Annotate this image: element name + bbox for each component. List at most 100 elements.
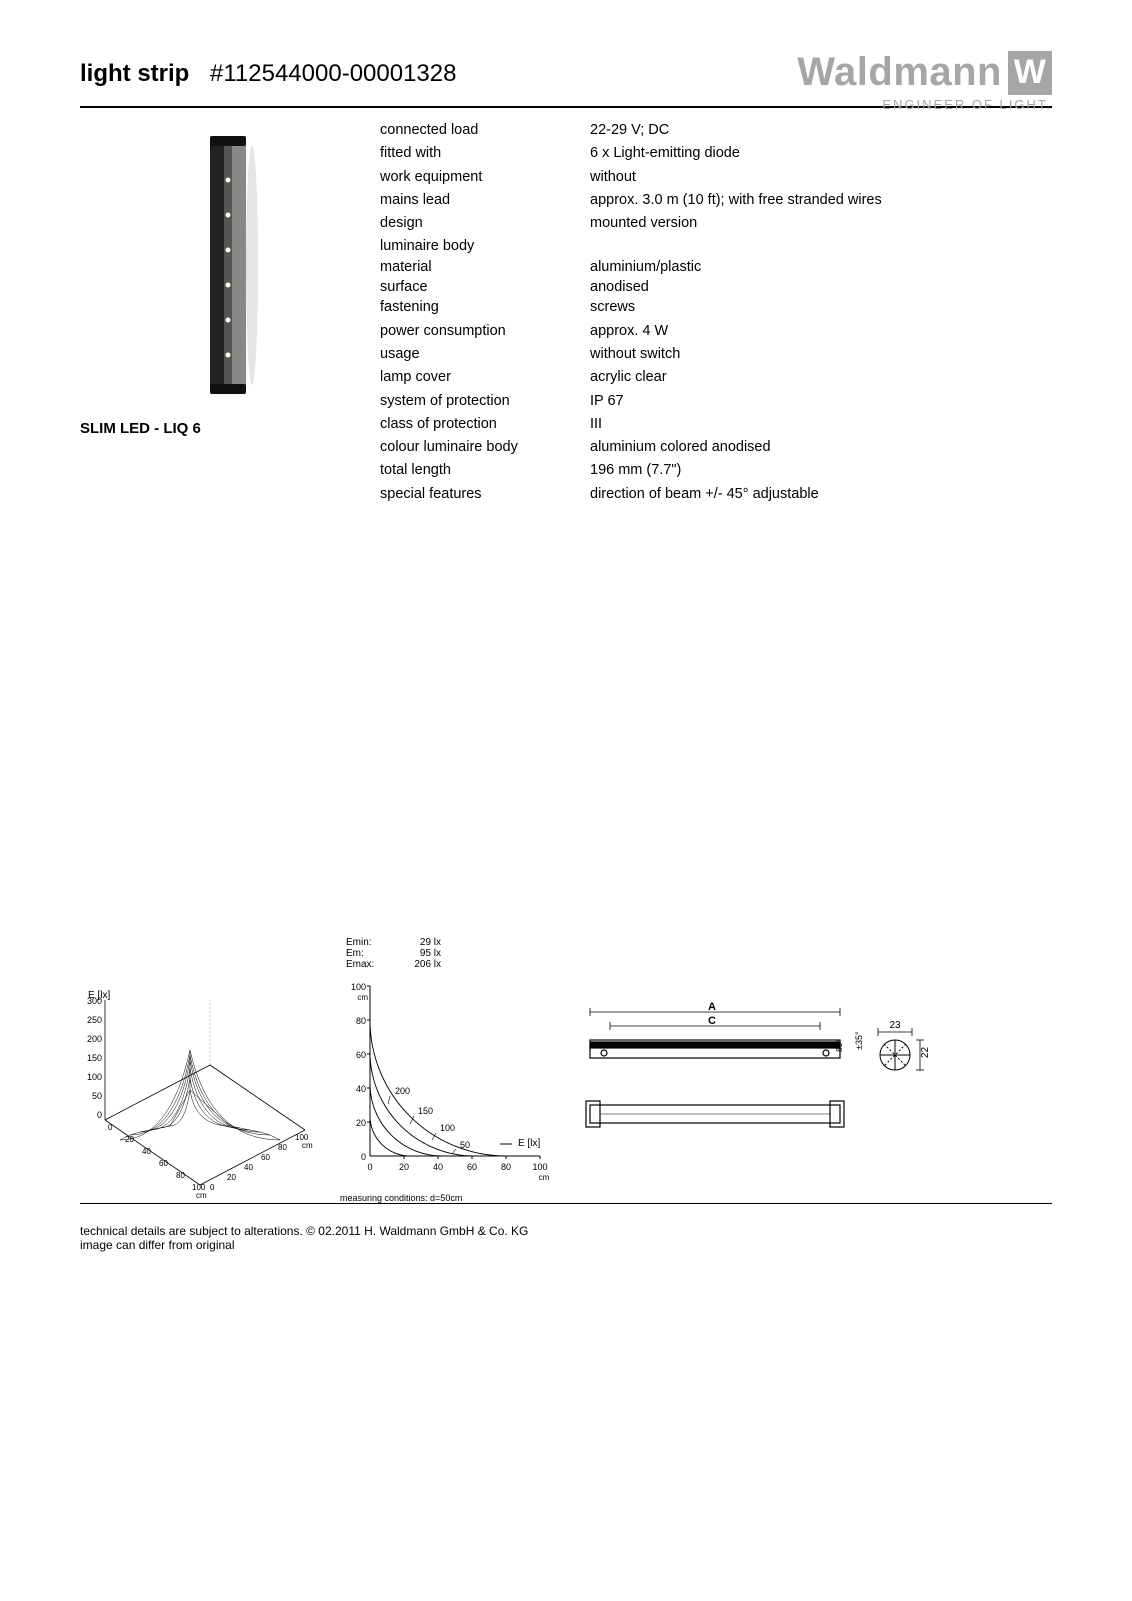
em-value: 95 lx: [420, 948, 441, 959]
spec-label: surface: [380, 277, 590, 297]
emax-value: 206 lx: [414, 959, 441, 970]
svg-text:150: 150: [87, 1053, 102, 1063]
spec-value: III: [590, 414, 1052, 434]
svg-text:20: 20: [125, 1135, 134, 1144]
svg-text:40: 40: [356, 1084, 366, 1094]
chart-3d-ylabel: E [lx]: [88, 990, 110, 1001]
svg-text:60: 60: [467, 1162, 477, 1172]
spec-row: class of protectionIII: [380, 414, 1052, 434]
svg-text:0: 0: [97, 1110, 102, 1120]
emin-label: Emin:: [346, 937, 372, 948]
spec-label: system of protection: [380, 391, 590, 411]
brand-tagline: ENGINEER OF LIGHT.: [797, 97, 1052, 112]
spec-value: anodised: [590, 277, 1052, 297]
svg-text:80: 80: [278, 1143, 287, 1152]
spec-row: surfaceanodised: [380, 277, 1052, 297]
product-image: [170, 130, 290, 400]
spec-value: 22-29 V; DC: [590, 120, 1052, 140]
svg-text:50: 50: [92, 1091, 102, 1101]
svg-text:E [lx]: E [lx]: [518, 1138, 540, 1149]
spec-label: special features: [380, 484, 590, 504]
svg-text:±35°: ±35°: [854, 1031, 864, 1050]
content-area: SLIM LED - LIQ 6 connected load22-29 V; …: [80, 120, 1052, 507]
spec-label: material: [380, 257, 590, 277]
brand-logo: Waldmann W ENGINEER OF LIGHT.: [797, 50, 1052, 112]
emax-label: Emax:: [346, 959, 374, 970]
svg-text:40: 40: [244, 1163, 253, 1172]
svg-text:150: 150: [418, 1106, 433, 1116]
spec-table: connected load22-29 V; DCfitted with6 x …: [380, 120, 1052, 507]
spec-value: screws: [590, 297, 1052, 317]
spec-label: class of protection: [380, 414, 590, 434]
footer-copyright: technical details are subject to alterat…: [80, 1224, 1052, 1238]
spec-label: mains lead: [380, 190, 590, 210]
spec-row: designmounted version: [380, 213, 1052, 233]
spec-value: approx. 3.0 m (10 ft); with free strande…: [590, 190, 1052, 210]
svg-text:80: 80: [176, 1171, 185, 1180]
spec-row: lamp coveracrylic clear: [380, 367, 1052, 387]
spec-label: lamp cover: [380, 367, 590, 387]
spec-label: connected load: [380, 120, 590, 140]
spec-value: aluminium/plastic: [590, 257, 1052, 277]
spec-row: system of protectionIP 67: [380, 391, 1052, 411]
spec-value: 196 mm (7.7"): [590, 460, 1052, 480]
spec-value: without: [590, 167, 1052, 187]
svg-text:200: 200: [87, 1034, 102, 1044]
spec-row: colour luminaire bodyaluminium colored a…: [380, 437, 1052, 457]
spec-value: approx. 4 W: [590, 321, 1052, 341]
brand-mark-w-icon: W: [1008, 51, 1052, 95]
spec-label: total length: [380, 460, 590, 480]
svg-text:200: 200: [395, 1086, 410, 1096]
svg-text:23: 23: [889, 1020, 901, 1031]
svg-text:250: 250: [87, 1015, 102, 1025]
svg-text:60: 60: [261, 1153, 270, 1162]
svg-text:22: 22: [920, 1046, 931, 1058]
chart-contour-lux: Emin: Em: Emax: 29 lx 95 lx 206 lx 100cm…: [340, 937, 560, 1203]
spec-value: IP 67: [590, 391, 1052, 411]
spec-value: 6 x Light-emitting diode: [590, 143, 1052, 163]
spec-label: fastening: [380, 297, 590, 317]
product-name: SLIM LED - LIQ 6: [80, 420, 380, 437]
spec-label: power consumption: [380, 321, 590, 341]
diagrams-row: 300 250 200 150 100 50 0 E [lx]: [80, 937, 1052, 1203]
svg-text:20: 20: [399, 1162, 409, 1172]
spec-row: work equipmentwithout: [380, 167, 1052, 187]
svg-text:60: 60: [159, 1159, 168, 1168]
svg-text:100: 100: [351, 982, 366, 992]
header: Waldmann W ENGINEER OF LIGHT. light stri…: [80, 60, 1052, 98]
svg-text:cm: cm: [302, 1141, 313, 1150]
svg-text:80: 80: [501, 1162, 511, 1172]
svg-text:cm: cm: [357, 993, 368, 1002]
svg-text:0: 0: [210, 1183, 215, 1192]
spec-label: usage: [380, 344, 590, 364]
spec-label: work equipment: [380, 167, 590, 187]
product-column: SLIM LED - LIQ 6: [80, 120, 380, 507]
svg-text:cm: cm: [196, 1191, 207, 1200]
svg-text:40: 40: [142, 1147, 151, 1156]
brand-name: Waldmann: [797, 50, 1002, 95]
spec-row: power consumptionapprox. 4 W: [380, 321, 1052, 341]
footer-rule: [80, 1203, 1052, 1204]
svg-text:100: 100: [532, 1162, 547, 1172]
svg-text:0: 0: [108, 1123, 113, 1132]
svg-text:40: 40: [433, 1162, 443, 1172]
svg-text:cm: cm: [539, 1173, 550, 1182]
svg-text:0: 0: [367, 1162, 372, 1172]
spec-row: connected load22-29 V; DC: [380, 120, 1052, 140]
footer-note: image can differ from original: [80, 1238, 1052, 1252]
spec-row: fitted with6 x Light-emitting diode: [380, 143, 1052, 163]
spec-label: colour luminaire body: [380, 437, 590, 457]
spec-value: without switch: [590, 344, 1052, 364]
spec-label: fitted with: [380, 143, 590, 163]
svg-text:60: 60: [356, 1050, 366, 1060]
spec-label: design: [380, 213, 590, 233]
chart-3d-lux: 300 250 200 150 100 50 0 E [lx]: [80, 990, 320, 1203]
spec-row: usagewithout switch: [380, 344, 1052, 364]
spec-row: mains leadapprox. 3.0 m (10 ft); with fr…: [380, 190, 1052, 210]
spec-row: total length196 mm (7.7"): [380, 460, 1052, 480]
contour-note: measuring conditions: d=50cm: [340, 1193, 560, 1203]
spec-row: materialaluminium/plastic: [380, 257, 1052, 277]
svg-text:20: 20: [227, 1173, 236, 1182]
product-code: #112544000-00001328: [210, 60, 456, 87]
svg-text:C: C: [708, 1015, 716, 1027]
